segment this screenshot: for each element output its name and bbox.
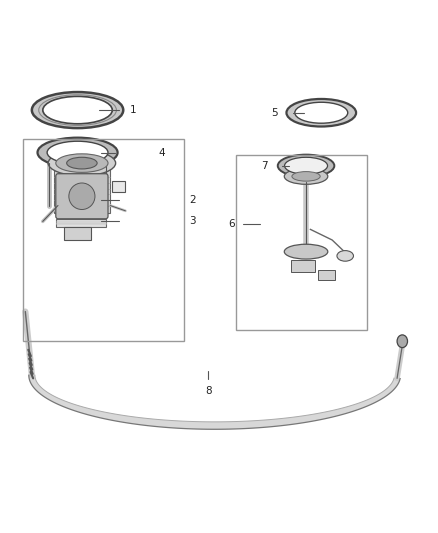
Text: 1: 1 [130, 105, 136, 115]
Ellipse shape [69, 183, 95, 209]
Ellipse shape [47, 141, 108, 164]
Text: 7: 7 [261, 161, 268, 171]
Text: 6: 6 [229, 219, 235, 229]
FancyBboxPatch shape [56, 174, 108, 219]
Ellipse shape [32, 92, 123, 128]
Text: 3: 3 [189, 216, 196, 227]
Ellipse shape [284, 168, 328, 184]
Ellipse shape [38, 138, 117, 167]
Ellipse shape [337, 251, 353, 261]
FancyBboxPatch shape [64, 227, 91, 240]
FancyBboxPatch shape [291, 260, 315, 272]
Ellipse shape [284, 244, 328, 259]
Polygon shape [29, 375, 400, 429]
Text: 8: 8 [205, 386, 212, 396]
Ellipse shape [278, 155, 334, 177]
FancyBboxPatch shape [56, 219, 106, 227]
Ellipse shape [286, 99, 356, 126]
Ellipse shape [56, 154, 108, 172]
Text: 5: 5 [271, 108, 278, 118]
FancyBboxPatch shape [112, 181, 124, 192]
Text: 2: 2 [189, 195, 196, 205]
Ellipse shape [67, 157, 97, 169]
Ellipse shape [292, 172, 320, 181]
Ellipse shape [48, 150, 116, 176]
Ellipse shape [43, 96, 112, 124]
Ellipse shape [295, 102, 348, 123]
Text: 4: 4 [158, 148, 165, 158]
FancyBboxPatch shape [53, 169, 110, 214]
FancyBboxPatch shape [318, 270, 335, 280]
Ellipse shape [285, 157, 328, 174]
Circle shape [397, 335, 407, 348]
